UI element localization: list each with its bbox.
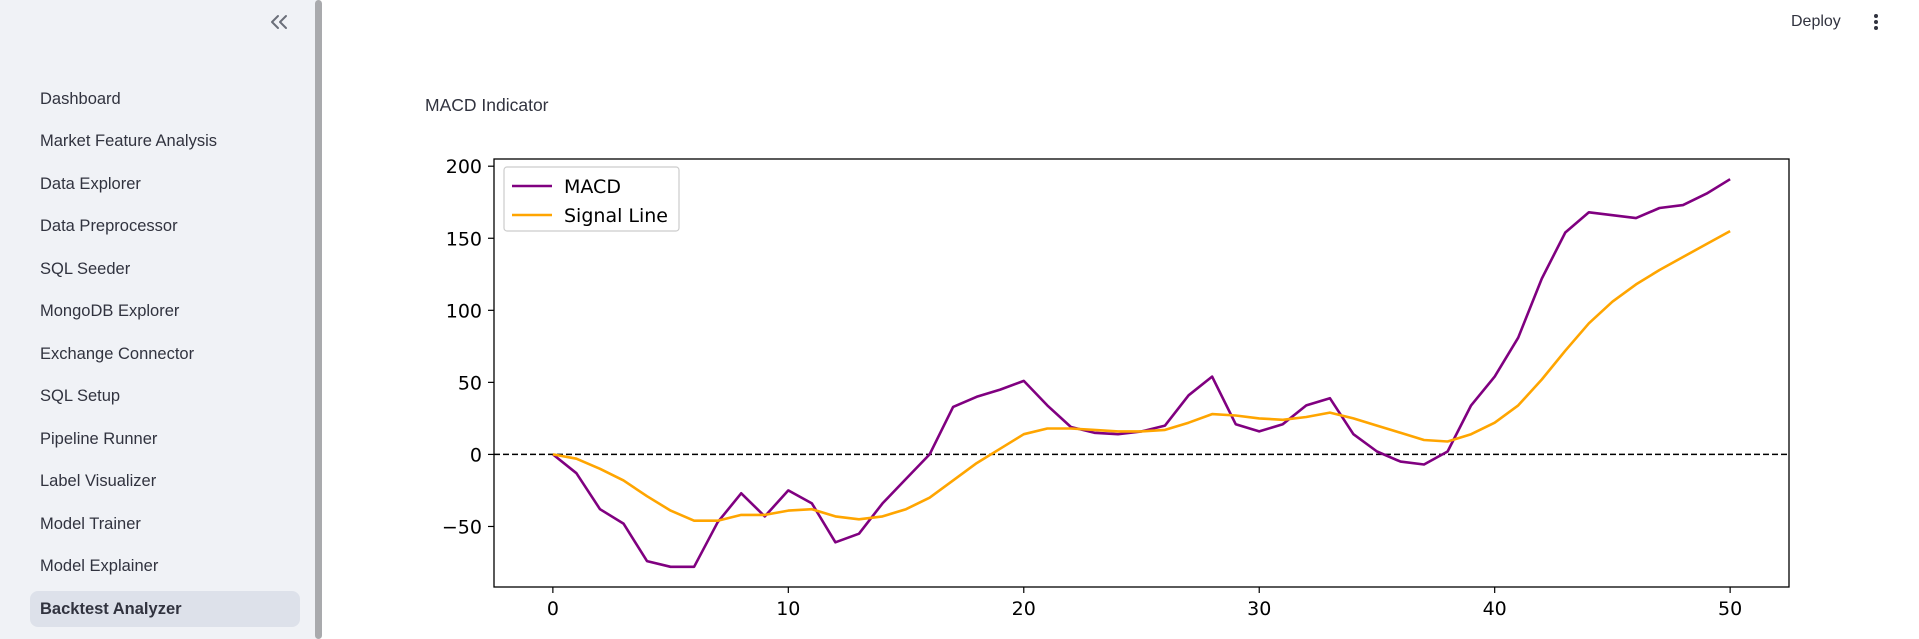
- plot-frame: [493, 158, 1790, 588]
- x-tick-label: 30: [1247, 598, 1271, 620]
- sidebar-item-mongodb-explorer[interactable]: MongoDB Explorer: [40, 302, 180, 321]
- sidebar-item-exchange-connector[interactable]: Exchange Connector: [40, 344, 195, 363]
- y-tick-label: −50: [442, 516, 482, 538]
- y-tick-label: 100: [446, 300, 482, 322]
- y-tick-label: 150: [446, 228, 482, 250]
- x-tick-label: 0: [547, 598, 559, 620]
- chart-title: MACD Indicator: [425, 95, 549, 115]
- macd-chart: 0 10 20 30 40 50 −50 0 50 100 150 200 MACD Signal Li…: [442, 156, 1790, 620]
- sidebar-item-sql-setup[interactable]: SQL Setup: [40, 387, 121, 406]
- sidebar-scrollbar[interactable]: [315, 0, 322, 639]
- main-menu-icon[interactable]: [1866, 9, 1886, 35]
- x-tick-label: 10: [776, 598, 800, 620]
- sidebar-item-data-explorer[interactable]: Data Explorer: [40, 174, 141, 193]
- sidebar-item-model-trainer[interactable]: Model Trainer: [40, 514, 141, 533]
- y-tick-label: 200: [446, 156, 482, 178]
- x-tick-label: 40: [1483, 598, 1507, 620]
- sidebar-item-data-preprocessor[interactable]: Data Preprocessor: [40, 217, 178, 236]
- collapse-sidebar-icon[interactable]: [266, 8, 292, 36]
- series-line-macd: [552, 178, 1731, 569]
- y-tick-label: 0: [470, 444, 482, 466]
- x-tick-label: 20: [1012, 598, 1036, 620]
- sidebar-item-backtest-analyzer[interactable]: Backtest Analyzer: [30, 591, 300, 627]
- sidebar-item-dashboard[interactable]: Dashboard: [40, 89, 121, 108]
- series-line-signal-line: [552, 229, 1731, 523]
- sidebar: Dashboard Market Feature Analysis Data E…: [0, 0, 318, 639]
- sidebar-item-label-visualizer[interactable]: Label Visualizer: [40, 472, 157, 491]
- sidebar-item-market-feature-analysis[interactable]: Market Feature Analysis: [40, 132, 217, 151]
- sidebar-item-model-explainer[interactable]: Model Explainer: [40, 557, 159, 576]
- sidebar-item-pipeline-runner[interactable]: Pipeline Runner: [40, 429, 158, 448]
- y-tick-label: 50: [458, 372, 482, 394]
- sidebar-item-sql-seeder[interactable]: SQL Seeder: [40, 259, 131, 278]
- legend-label: MACD: [564, 176, 621, 198]
- deploy-button[interactable]: Deploy: [1791, 13, 1841, 30]
- legend-label: Signal Line: [564, 205, 668, 227]
- x-tick-label: 50: [1718, 598, 1742, 620]
- sidebar-nav: Dashboard Market Feature Analysis Data E…: [30, 78, 300, 627]
